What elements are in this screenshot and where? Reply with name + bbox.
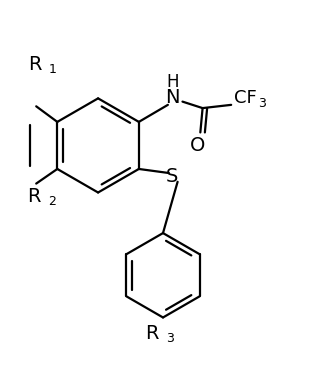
Text: 1: 1	[49, 63, 57, 76]
Text: 2: 2	[48, 195, 56, 208]
Text: CF: CF	[234, 89, 257, 107]
Text: 3: 3	[166, 332, 173, 345]
Text: N: N	[166, 88, 180, 107]
Text: H: H	[167, 73, 179, 91]
Text: O: O	[189, 136, 205, 155]
Text: S: S	[166, 167, 178, 186]
Text: R: R	[27, 187, 41, 206]
Text: R: R	[28, 55, 42, 74]
Text: R: R	[145, 324, 159, 343]
Text: 3: 3	[258, 97, 266, 110]
